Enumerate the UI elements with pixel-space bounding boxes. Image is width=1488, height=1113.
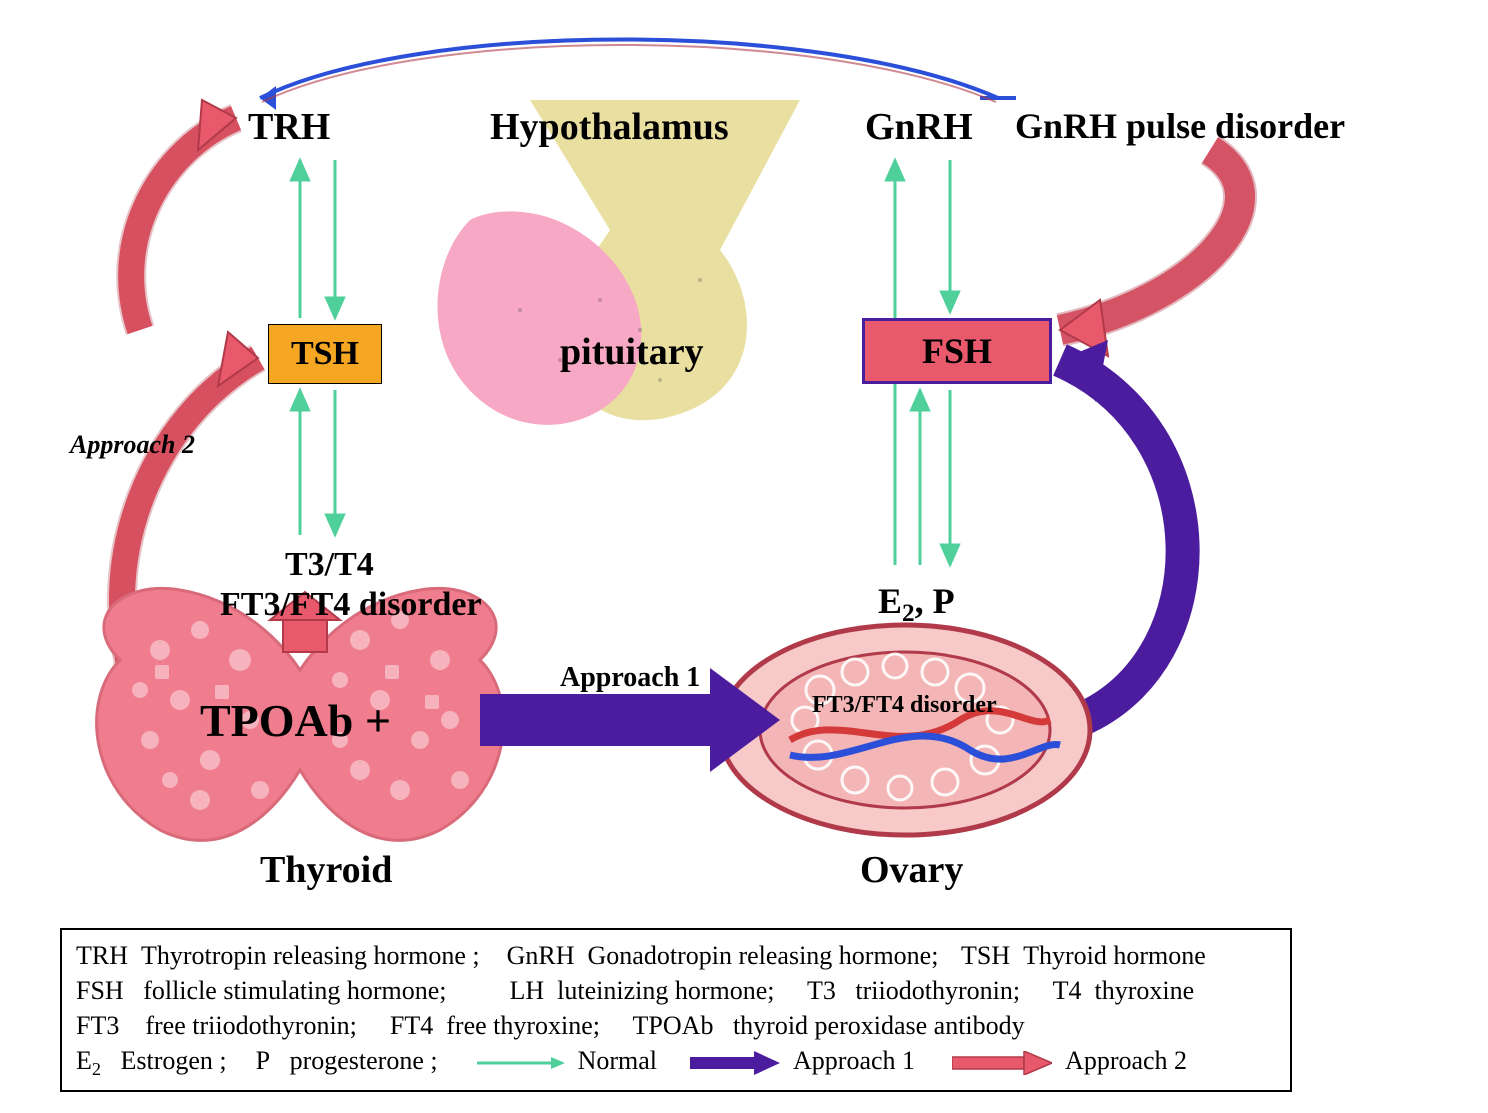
label-gnrh: GnRH xyxy=(865,105,973,149)
legend-row-3: FT3 free triiodothyronin; FT4 free thyro… xyxy=(76,1008,1276,1043)
label-trh: TRH xyxy=(248,105,330,149)
ovary-icon xyxy=(720,625,1090,835)
label-thyroid: Thyroid xyxy=(260,848,392,892)
legend-box: TRH Thyrotropin releasing hormone ; GnRH… xyxy=(60,928,1292,1092)
approach1-ovary-fsh-icon xyxy=(1060,360,1183,720)
label-tsh: TSH xyxy=(291,335,359,372)
label-t3t4-1: T3/T4 xyxy=(285,546,374,584)
legend-row-4: E2 Estrogen ; P progesterone ; Normal Ap… xyxy=(76,1043,1276,1082)
label-pituitary: pituitary xyxy=(560,330,704,374)
legend-approach2-arrow-icon xyxy=(952,1051,1052,1075)
inhibit-curve-shadow-icon xyxy=(262,45,996,102)
label-hypothalamus: Hypothalamus xyxy=(490,105,729,149)
label-approach1: Approach 1 xyxy=(560,662,700,694)
label-ovary: Ovary xyxy=(860,848,963,892)
legend-row-2: FSH follicle stimulating hormone; LH lut… xyxy=(76,973,1276,1008)
label-approach2: Approach 2 xyxy=(70,430,195,460)
label-fsh: FSH xyxy=(922,331,992,371)
legend-normal-arrow-icon xyxy=(475,1054,565,1072)
label-e2p: E2, P xyxy=(878,580,955,628)
box-tsh: TSH xyxy=(268,324,382,384)
legend-approach1-arrow-icon xyxy=(690,1051,780,1075)
label-gnrh-disorder: GnRH pulse disorder xyxy=(1015,105,1345,147)
label-t3t4-2: FT3/FT4 disorder xyxy=(220,586,482,624)
diagram-canvas: TRH Hypothalamus GnRH GnRH pulse disorde… xyxy=(0,0,1488,1113)
label-tpoab: TPOAb + xyxy=(200,694,391,747)
box-fsh: FSH xyxy=(862,318,1052,384)
label-ft-ovary: FT3/FT4 disorder xyxy=(812,692,997,719)
legend-row-1: TRH Thyrotropin releasing hormone ; GnRH… xyxy=(76,938,1276,973)
